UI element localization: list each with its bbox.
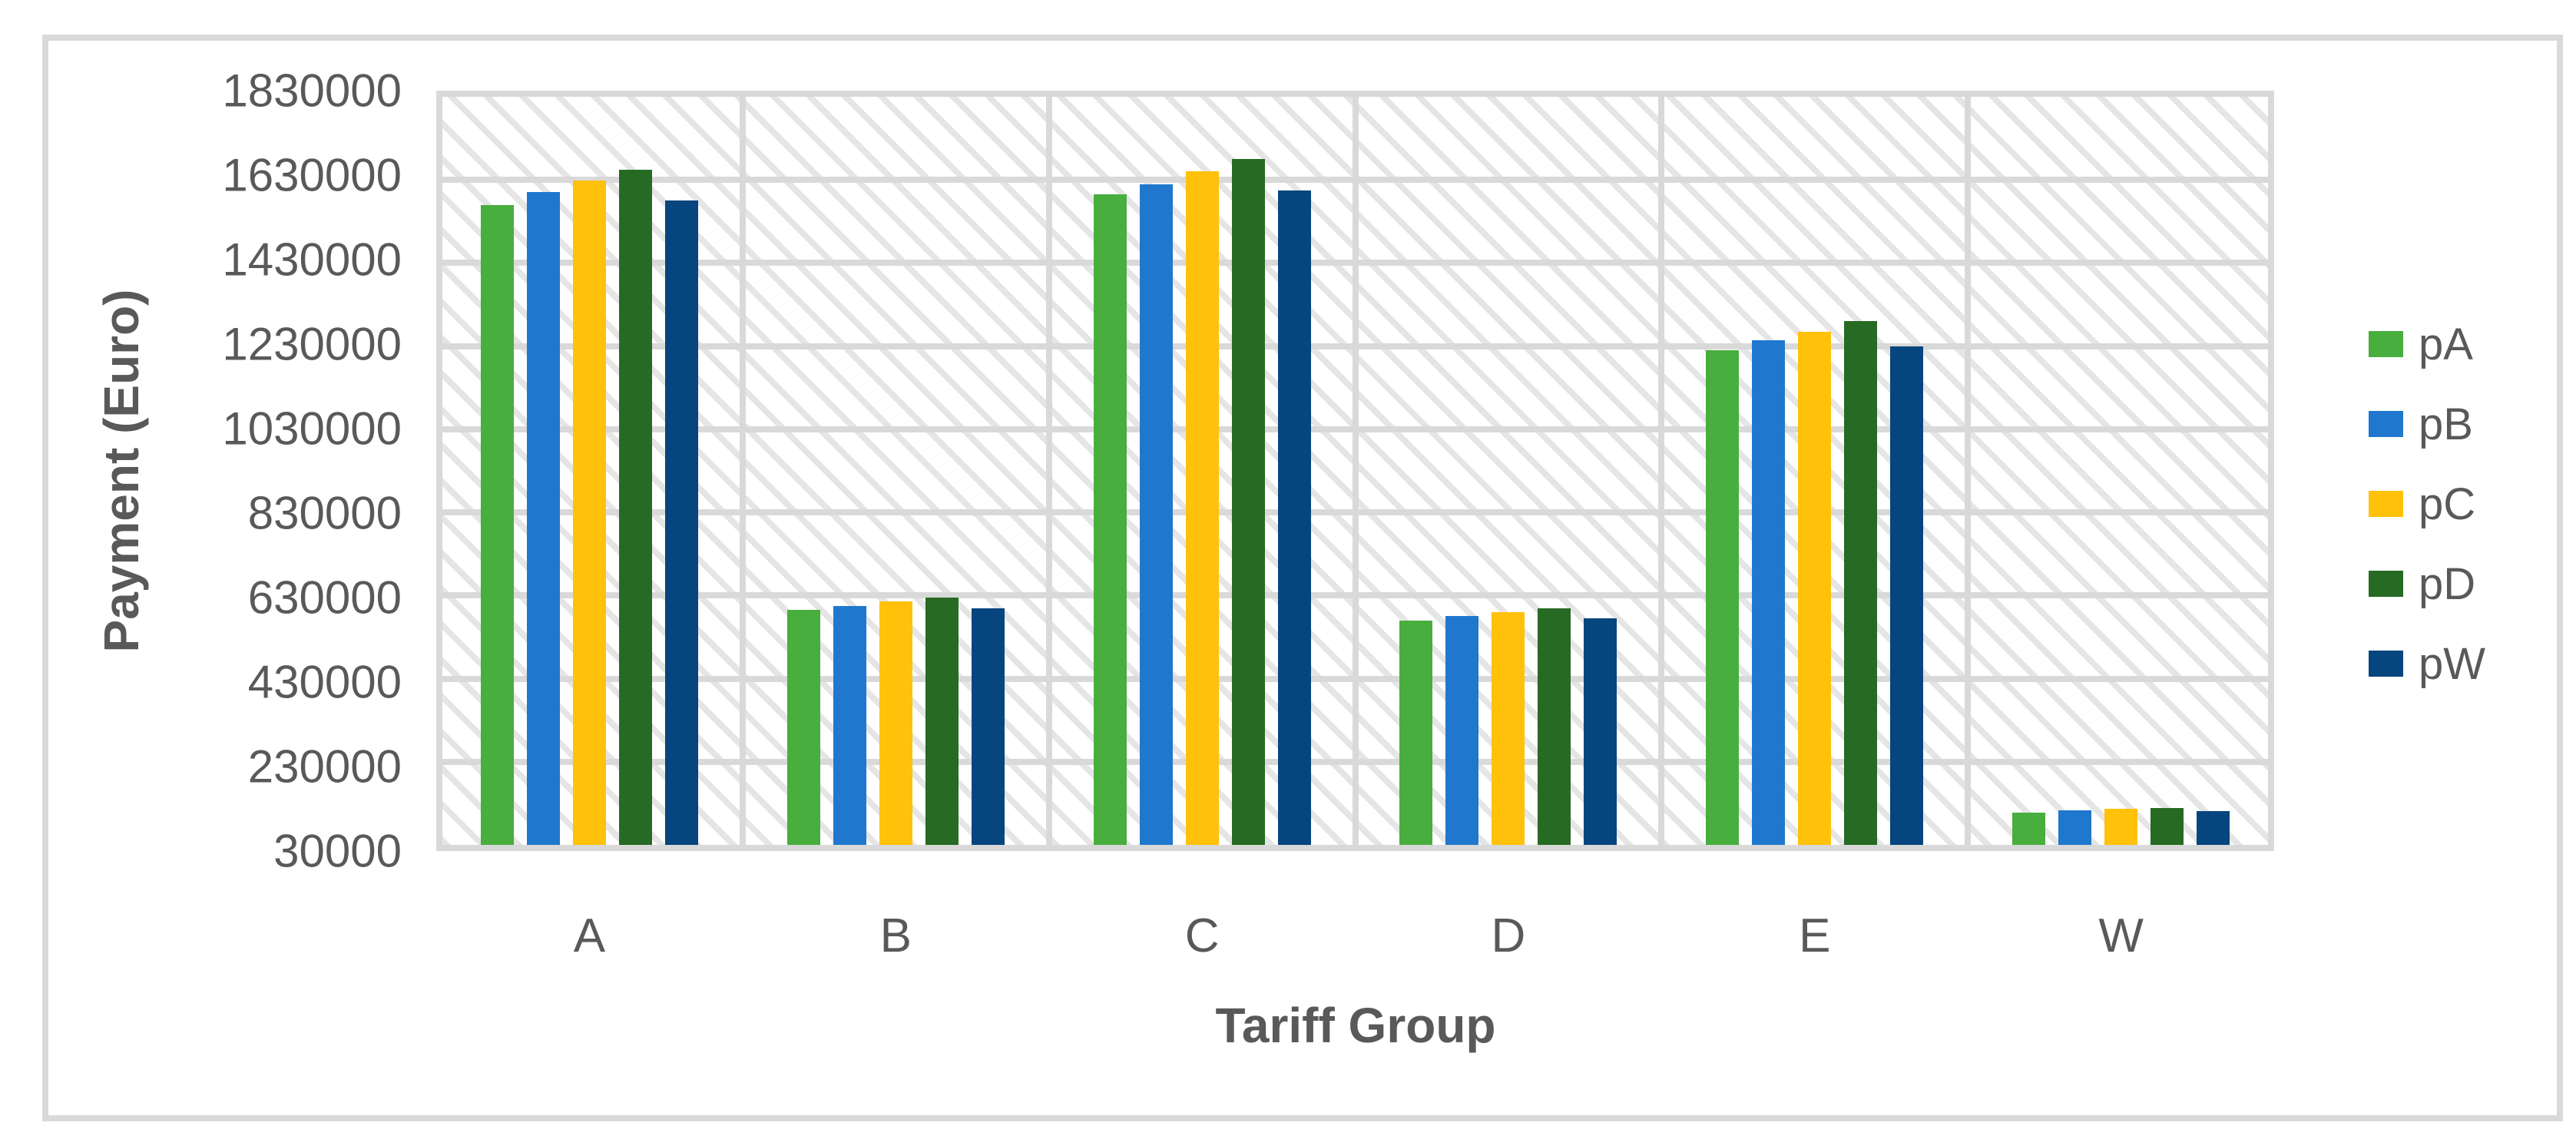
bar-pD-A	[618, 169, 652, 845]
legend-item: pW	[2369, 624, 2485, 704]
y-tick-label: 830000	[247, 487, 402, 539]
x-axis-title: Tariff Group	[1215, 998, 1496, 1053]
legend-item: pB	[2369, 384, 2485, 464]
bar-pC-D	[1492, 611, 1525, 845]
legend-swatch-pW	[2369, 651, 2403, 677]
bar-pD-W	[2151, 807, 2184, 845]
bar-pW-W	[2197, 810, 2230, 845]
bar-pB-B	[833, 605, 866, 845]
y-tick-label: 30000	[273, 825, 402, 877]
bar-pC-C	[1185, 171, 1219, 845]
bar-pW-A	[664, 200, 698, 845]
y-tick-label: 1430000	[222, 233, 402, 286]
legend-item: pD	[2369, 544, 2485, 624]
legend-label-pW: pW	[2419, 638, 2485, 689]
vertical-gridline	[1965, 97, 1972, 845]
legend-label-pD: pD	[2419, 558, 2476, 609]
legend-item: pA	[2369, 304, 2485, 384]
x-category-label: D	[1491, 909, 1526, 962]
y-tick-label: 1830000	[222, 65, 402, 117]
bar-pC-E	[1798, 331, 1832, 845]
plot-area	[436, 91, 2274, 851]
vertical-gridline	[1045, 97, 1052, 845]
bar-pA-A	[480, 204, 514, 845]
vertical-gridline	[1352, 97, 1359, 845]
legend-swatch-pD	[2369, 571, 2403, 597]
bar-pA-D	[1399, 620, 1433, 845]
y-tick-label: 1230000	[222, 318, 402, 370]
y-tick-label: 630000	[247, 571, 402, 624]
bar-pB-D	[1445, 616, 1479, 845]
bar-pA-W	[2012, 812, 2046, 845]
y-tick-label: 1030000	[222, 402, 402, 455]
legend-item: pC	[2369, 464, 2485, 544]
y-tick-label: 1630000	[222, 149, 402, 201]
bar-pW-D	[1584, 618, 1617, 845]
x-category-label: W	[2098, 909, 2144, 962]
bar-pB-E	[1752, 339, 1786, 845]
bar-pD-E	[1844, 321, 1878, 845]
y-tick-label: 230000	[247, 740, 402, 793]
x-category-label: A	[573, 909, 606, 962]
legend-swatch-pA	[2369, 331, 2403, 357]
bar-pA-C	[1093, 194, 1127, 845]
bar-pB-W	[2058, 810, 2092, 845]
bar-pC-A	[572, 181, 606, 845]
legend-label-pA: pA	[2419, 319, 2473, 369]
bar-pB-A	[526, 192, 560, 845]
x-category-label: E	[1799, 909, 1831, 962]
bar-pW-B	[971, 608, 1005, 845]
x-category-label: B	[879, 909, 912, 962]
bar-pC-W	[2104, 809, 2138, 845]
chart-frame: 30000 230000 430000 630000 830000 1030000 1230…	[42, 35, 2563, 1121]
bar-pD-D	[1538, 608, 1571, 845]
y-axis-title: Payment (Euro)	[94, 289, 149, 653]
legend-swatch-pC	[2369, 491, 2403, 517]
vertical-gridline	[1658, 97, 1665, 845]
bar-pB-C	[1139, 184, 1173, 845]
bar-pW-E	[1890, 346, 1924, 845]
bar-pD-B	[925, 598, 959, 845]
bar-pA-E	[1706, 350, 1740, 845]
y-tick-label: 430000	[247, 656, 402, 708]
legend-swatch-pB	[2369, 411, 2403, 437]
bar-pD-C	[1231, 159, 1265, 845]
legend-label-pB: pB	[2419, 399, 2473, 449]
vertical-gridline	[739, 97, 746, 845]
legend-label-pC: pC	[2419, 479, 2476, 529]
x-category-label: C	[1184, 909, 1220, 962]
bar-pW-C	[1277, 190, 1311, 845]
chart-legend: pA pB pC pD pW	[2369, 304, 2485, 704]
bar-pA-B	[786, 610, 820, 845]
bar-pC-B	[879, 601, 912, 845]
